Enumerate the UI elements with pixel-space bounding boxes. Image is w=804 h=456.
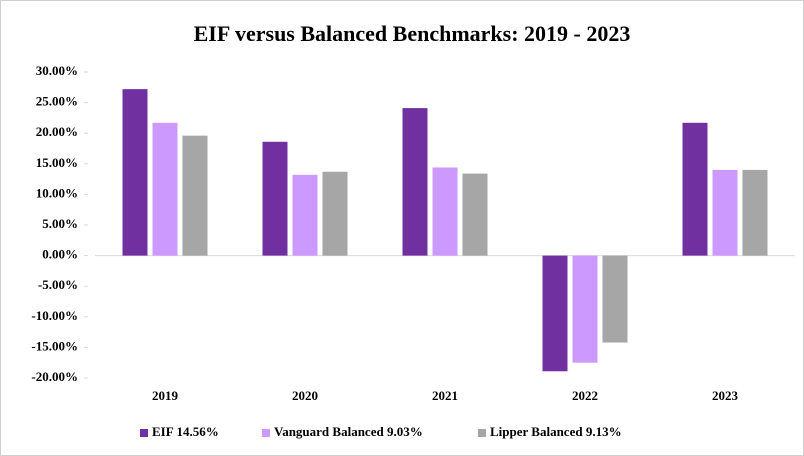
y-tick-label: 20.00% bbox=[36, 124, 78, 139]
bar bbox=[322, 171, 348, 256]
chart-title: EIF versus Balanced Benchmarks: 2019 - 2… bbox=[194, 21, 631, 46]
bar bbox=[292, 174, 318, 256]
bar bbox=[432, 167, 458, 256]
bar bbox=[152, 122, 178, 256]
x-tick-label: 2020 bbox=[292, 388, 318, 403]
x-tick-label: 2023 bbox=[712, 388, 739, 403]
x-tick-label: 2019 bbox=[152, 388, 179, 403]
y-tick-label: 5.00% bbox=[42, 216, 78, 231]
y-tick-label: -20.00% bbox=[31, 369, 78, 384]
bar bbox=[602, 255, 628, 343]
bar bbox=[462, 173, 488, 256]
y-tick-label: -15.00% bbox=[31, 338, 78, 353]
bar bbox=[542, 255, 568, 372]
y-tick-label: -10.00% bbox=[31, 308, 78, 323]
bar bbox=[682, 122, 708, 256]
legend-label: EIF 14.56% bbox=[152, 424, 219, 439]
legend-swatch bbox=[262, 429, 270, 437]
bar bbox=[262, 141, 288, 256]
bar bbox=[572, 255, 598, 363]
legend-label: Lipper Balanced 9.13% bbox=[490, 424, 622, 439]
bar bbox=[122, 89, 148, 256]
x-tick-label: 2022 bbox=[572, 388, 598, 403]
y-tick-label: 10.00% bbox=[36, 185, 78, 200]
bar bbox=[712, 169, 738, 256]
y-tick-label: -5.00% bbox=[38, 277, 78, 292]
y-tick-label: 15.00% bbox=[36, 155, 78, 170]
legend-label: Vanguard Balanced 9.03% bbox=[274, 424, 423, 439]
y-tick-label: 30.00% bbox=[36, 63, 78, 78]
x-tick-label: 2021 bbox=[432, 388, 458, 403]
y-tick-label: 0.00% bbox=[42, 247, 78, 262]
y-tick-label: 25.00% bbox=[36, 94, 78, 109]
bar bbox=[182, 135, 208, 256]
legend-swatch bbox=[478, 429, 486, 437]
legend-swatch bbox=[140, 429, 148, 437]
bar bbox=[402, 108, 428, 256]
bar bbox=[742, 169, 768, 256]
